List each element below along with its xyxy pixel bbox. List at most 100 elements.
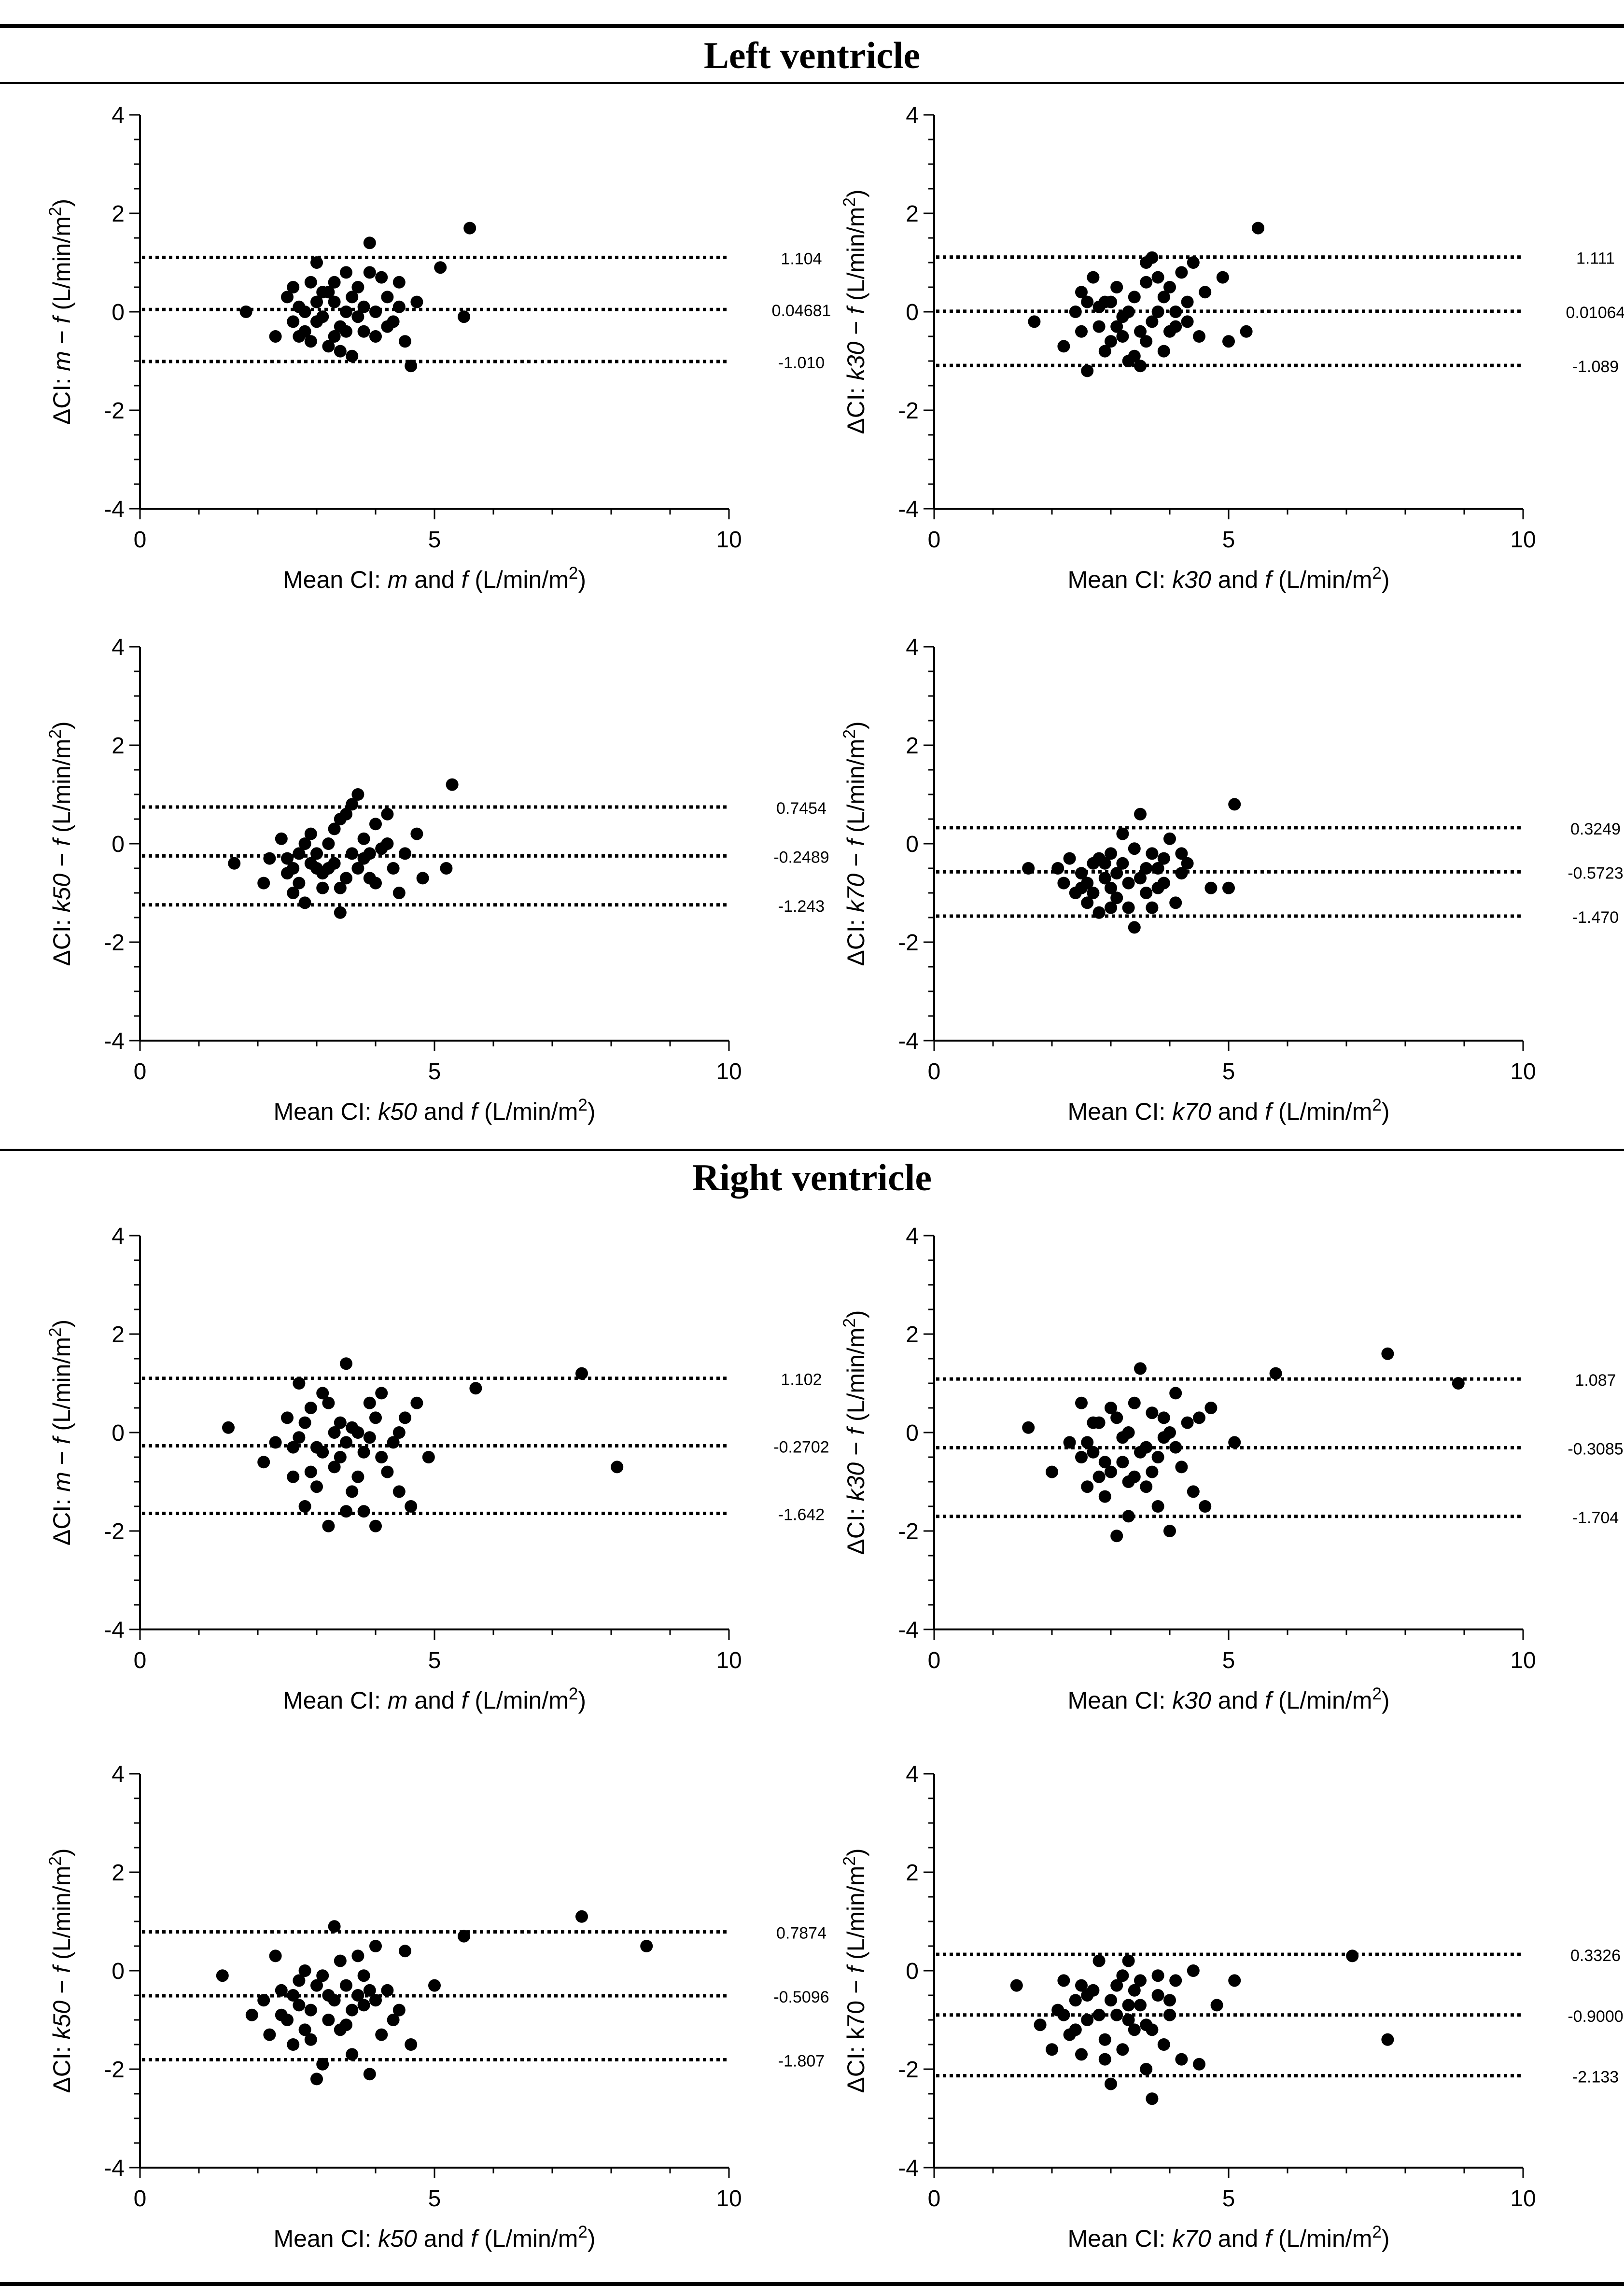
data-point xyxy=(346,2048,359,2061)
chart-panel-3: 4 2 0 -2 -4 0 5 10 Mean CI: k50 and f (L/min/m2)… xyxy=(46,635,829,1125)
data-point xyxy=(1057,2008,1070,2021)
data-point xyxy=(1105,1465,1117,1478)
x-tick-label: 10 xyxy=(716,1648,742,1673)
data-point xyxy=(293,847,306,860)
y-tick-label: 0 xyxy=(906,300,919,325)
data-point xyxy=(1163,325,1176,338)
data-point xyxy=(410,827,423,840)
data-point xyxy=(463,222,476,235)
data-point xyxy=(387,1436,400,1449)
mean-bias-label: -0.5096 xyxy=(773,1988,829,2006)
data-point xyxy=(275,2008,288,2021)
section-divider-rule xyxy=(0,1149,1624,1151)
y-tick-label: 0 xyxy=(112,832,125,857)
data-point xyxy=(298,306,311,318)
y-tick-label: 2 xyxy=(906,1860,919,1886)
data-point xyxy=(322,286,335,299)
data-point xyxy=(1216,271,1229,284)
data-point xyxy=(1146,847,1159,860)
lower-limit-of-agreement-label: -2.133 xyxy=(1572,2068,1619,2087)
y-tick-label: 0 xyxy=(112,1959,125,1984)
data-point xyxy=(611,1461,624,1474)
data-point xyxy=(334,813,347,825)
y-tick-label: 2 xyxy=(112,1322,125,1348)
data-point xyxy=(1122,1510,1135,1523)
data-point xyxy=(1269,1367,1282,1380)
data-point xyxy=(1175,266,1188,279)
data-point xyxy=(1116,1431,1129,1444)
data-point xyxy=(410,295,423,308)
data-point xyxy=(1087,887,1100,899)
data-point xyxy=(304,1465,317,1478)
data-point xyxy=(275,1984,288,1997)
data-point xyxy=(304,827,317,840)
data-point xyxy=(1098,2033,1111,2046)
data-point xyxy=(469,1382,482,1395)
data-point xyxy=(1151,1500,1164,1513)
left-ventricle-header-rule xyxy=(0,82,1624,84)
data-point xyxy=(328,330,341,343)
data-point xyxy=(1087,1446,1100,1459)
data-point xyxy=(1092,2008,1106,2021)
data-point xyxy=(1075,881,1088,894)
section-title-right-ventricle: Right ventricle xyxy=(692,1156,932,1198)
y-tick-label: 0 xyxy=(906,832,919,857)
data-point xyxy=(1146,2023,1159,2036)
data-point xyxy=(381,807,394,821)
y-axis-label: ΔCI: m − f (L/min/m2) xyxy=(46,1320,75,1545)
data-point xyxy=(293,1999,306,2012)
data-point xyxy=(1163,832,1176,845)
x-tick-label: 5 xyxy=(428,1648,441,1673)
data-point xyxy=(316,1446,329,1459)
data-point xyxy=(316,310,329,323)
data-point xyxy=(1105,2077,1117,2090)
data-point xyxy=(1169,1441,1182,1454)
section-title-left-ventricle: Left ventricle xyxy=(703,34,921,76)
data-point xyxy=(369,330,382,343)
data-point xyxy=(1098,872,1111,885)
data-point xyxy=(1210,1999,1223,2012)
upper-limit-of-agreement-label: 1.087 xyxy=(1575,1371,1616,1390)
data-point xyxy=(1193,1411,1205,1424)
data-point xyxy=(304,276,317,289)
lower-limit-of-agreement-label: -1.642 xyxy=(778,1505,825,1524)
data-point xyxy=(428,1979,441,1992)
y-tick-label: 4 xyxy=(112,1224,125,1249)
data-point xyxy=(1057,340,1070,353)
data-point xyxy=(1175,867,1188,880)
y-tick-label: 2 xyxy=(906,733,919,759)
data-point xyxy=(328,295,341,308)
chart-panel-1: 4 2 0 -2 -4 0 5 10 Mean CI: m and f (L/min/m2) ΔC… xyxy=(46,103,831,593)
data-point xyxy=(1022,862,1035,875)
data-point xyxy=(340,325,352,338)
data-point xyxy=(399,1411,411,1424)
data-point xyxy=(1187,1485,1200,1498)
data-point xyxy=(1087,271,1100,284)
data-point xyxy=(1069,2023,1082,2036)
data-point xyxy=(298,837,311,850)
y-axis-label: ΔCI: m − f (L/min/m2) xyxy=(46,199,75,425)
y-tick-label: -2 xyxy=(898,398,919,424)
data-point xyxy=(310,1979,323,1992)
data-point xyxy=(340,1505,352,1518)
data-point xyxy=(1128,2023,1141,2036)
data-point xyxy=(1122,1954,1135,1967)
data-point xyxy=(369,818,382,831)
data-point xyxy=(357,1999,370,2012)
data-point xyxy=(1128,921,1141,934)
data-point xyxy=(1181,315,1194,328)
data-point xyxy=(1105,1994,1117,2007)
data-point xyxy=(351,281,364,293)
data-point xyxy=(1110,320,1123,333)
data-point xyxy=(1122,877,1135,890)
mean-bias-label: -0.2489 xyxy=(773,848,829,866)
data-point xyxy=(281,852,294,865)
data-point xyxy=(346,798,359,811)
data-point xyxy=(1092,300,1106,313)
data-point xyxy=(375,271,388,284)
data-point xyxy=(381,320,394,333)
x-tick-label: 10 xyxy=(1510,1059,1536,1085)
data-point xyxy=(1105,1402,1117,1414)
data-point xyxy=(310,295,323,308)
data-point xyxy=(1075,867,1088,880)
